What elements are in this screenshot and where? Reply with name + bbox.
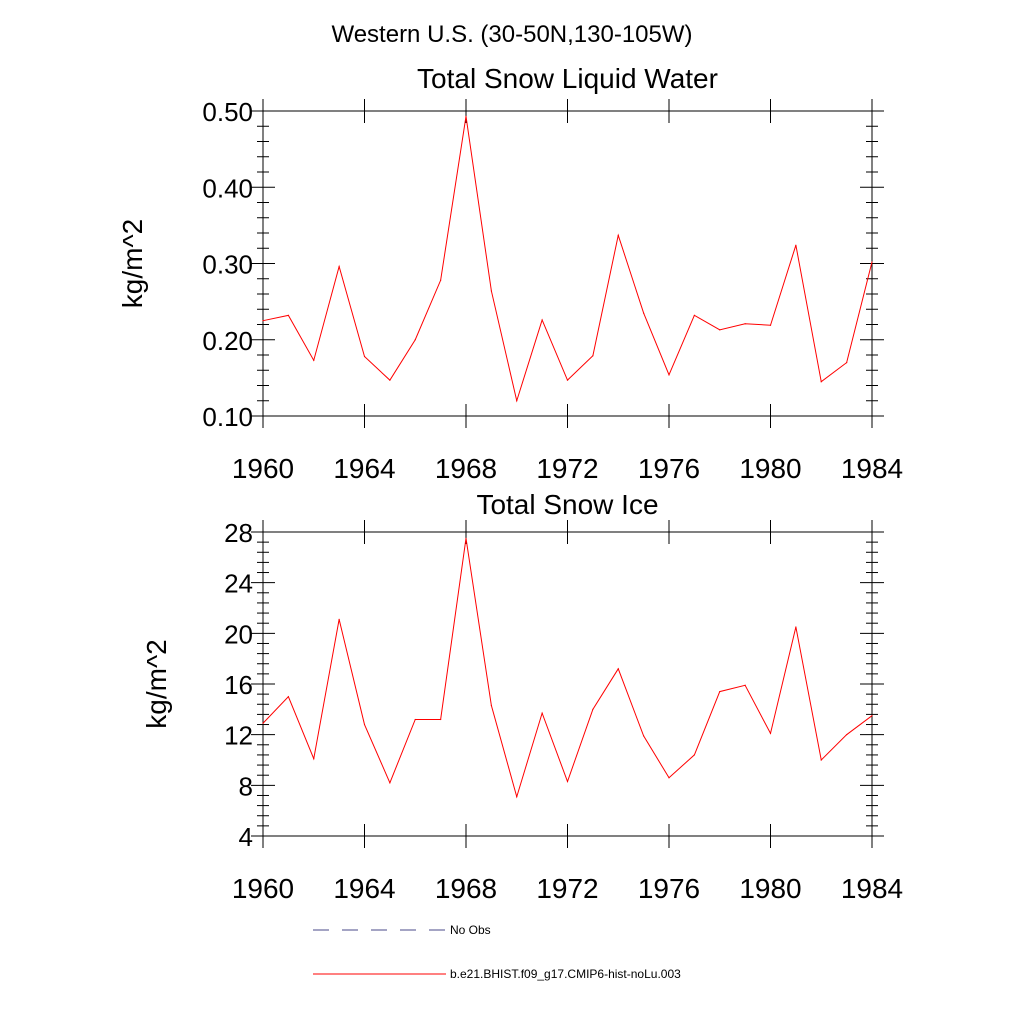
data-point	[617, 668, 619, 670]
data-point	[643, 735, 645, 737]
data-point	[262, 320, 264, 322]
x-tick-label: 1964	[333, 453, 395, 484]
data-point	[617, 234, 619, 236]
series-line-1	[262, 538, 873, 799]
x-tick-label: 1960	[232, 873, 294, 904]
x-tick-label: 1984	[841, 873, 903, 904]
data-point	[668, 777, 670, 779]
data-point	[820, 759, 822, 761]
series-line-1	[262, 116, 873, 403]
y-tick-label: 20	[224, 619, 253, 649]
data-point	[566, 780, 569, 783]
chart-panel-2: Total Snow Ice kg/m^2 4 8 12 16 20 24 28 1960 1964…	[141, 489, 903, 904]
data-point	[795, 244, 797, 246]
data-point	[744, 323, 746, 325]
data-point	[541, 319, 543, 321]
x-tick-label: 1972	[536, 453, 598, 484]
y-tick-label: 0.20	[202, 326, 253, 356]
x-tick-label: 1972	[536, 873, 598, 904]
data-point	[440, 279, 442, 281]
data-point	[287, 314, 289, 316]
data-point	[516, 400, 518, 402]
data-point	[769, 732, 772, 735]
y-tick-label: 4	[239, 822, 253, 852]
plots-group: Total Snow Liquid Water kg/m^2 0.10 0.20 0.3…	[117, 63, 903, 904]
legend-obs-label: No Obs	[450, 923, 491, 937]
data-point	[871, 715, 873, 717]
data-point	[389, 782, 391, 784]
data-point	[262, 722, 264, 724]
chart-panel-1: Total Snow Liquid Water kg/m^2 0.10 0.20 0.3…	[117, 63, 903, 484]
y-tick-label: 24	[224, 569, 253, 599]
data-point	[693, 314, 695, 316]
data-point	[769, 324, 772, 326]
plot-frame	[262, 110, 873, 417]
x-tick-label: 1960	[232, 453, 294, 484]
data-point	[719, 329, 721, 331]
data-point	[744, 684, 746, 686]
data-point	[668, 374, 670, 376]
legend: No Obs b.e21.BHIST.f09_g17.CMIP6-hist-no…	[313, 923, 681, 981]
data-point	[465, 537, 467, 539]
y-tick-label: 12	[224, 721, 253, 751]
y-tick-label: 28	[224, 518, 253, 548]
x-tick-label: 1984	[841, 453, 903, 484]
data-point	[566, 379, 569, 381]
data-point	[338, 265, 340, 268]
data-point	[846, 734, 848, 736]
page-title: Western U.S. (30-50N,130-105W)	[331, 21, 692, 48]
y-axis-label: kg/m^2	[141, 639, 172, 728]
chart-title: Total Snow Liquid Water	[417, 63, 718, 94]
data-point	[541, 712, 543, 714]
x-tick-label: 1964	[333, 873, 395, 904]
data-point	[389, 379, 391, 381]
data-point	[719, 691, 721, 693]
y-axis-label: kg/m^2	[117, 219, 148, 308]
data-point	[693, 754, 695, 756]
y-tick-label: 16	[224, 670, 253, 700]
y-tick-label: 0.10	[202, 402, 253, 432]
data-point	[516, 796, 518, 798]
y-tick-label: 0.40	[202, 173, 253, 203]
x-tick-label: 1980	[739, 453, 801, 484]
y-tick-label: 8	[239, 771, 253, 801]
x-tick-label: 1976	[638, 873, 700, 904]
legend-model-label: b.e21.BHIST.f09_g17.CMIP6-hist-noLu.003	[450, 967, 681, 981]
data-point	[363, 723, 366, 726]
x-tick-label: 1976	[638, 453, 700, 484]
data-point	[592, 355, 594, 357]
y-tick-label: 0.30	[202, 250, 253, 280]
x-tick-label: 1968	[435, 453, 497, 484]
data-point	[287, 696, 289, 698]
data-point	[592, 708, 594, 710]
x-tick-label: 1968	[435, 873, 497, 904]
data-point	[490, 290, 492, 292]
data-point	[440, 718, 442, 721]
data-point	[490, 704, 492, 707]
data-point	[465, 115, 467, 117]
data-point	[414, 718, 416, 721]
data-point	[795, 626, 797, 628]
data-point	[338, 618, 340, 621]
y-tick-label: 0.50	[202, 97, 253, 127]
data-point	[414, 339, 416, 341]
x-tick-label: 1980	[739, 873, 801, 904]
data-point	[643, 312, 645, 314]
data-point	[313, 758, 315, 760]
data-point	[820, 381, 822, 383]
data-point	[313, 359, 315, 361]
data-point	[363, 355, 366, 358]
chart-title: Total Snow Ice	[476, 489, 658, 520]
data-point	[871, 261, 873, 263]
data-point	[846, 362, 848, 364]
